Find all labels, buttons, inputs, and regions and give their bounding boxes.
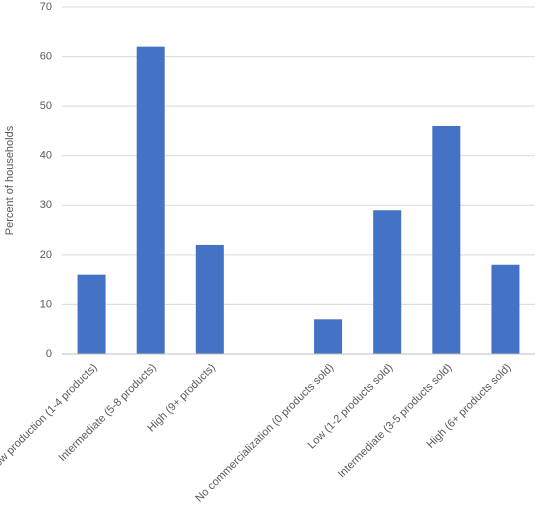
y-axis-ticks: 0 10 20 30 40 50 60 70: [40, 1, 52, 360]
y-tick-label: 20: [40, 249, 52, 261]
y-tick-label: 60: [40, 50, 52, 62]
bar: [195, 244, 224, 354]
bar: [491, 264, 520, 354]
y-tick-label: 10: [40, 298, 52, 310]
y-tick-label: 70: [40, 1, 52, 13]
y-tick-label: 50: [40, 100, 52, 112]
bar: [136, 46, 165, 355]
y-tick-label: 30: [40, 199, 52, 211]
bar: [314, 319, 343, 354]
y-axis-title: Percent of households: [4, 125, 16, 235]
x-axis-labels: Low production (1-4 products)Intermediat…: [0, 362, 514, 505]
y-tick-label: 0: [46, 348, 52, 360]
x-category-label: Intermediate (3-5 products sold): [336, 362, 455, 481]
bars: [77, 46, 520, 355]
x-category-label: Intermediate (5-8 products): [57, 362, 159, 464]
bar: [373, 210, 402, 354]
gridlines: [62, 6, 535, 305]
bar: [432, 125, 461, 354]
y-tick-label: 40: [40, 150, 52, 162]
x-category-label: Low production (1-4 products): [0, 362, 100, 474]
bar: [77, 274, 106, 354]
